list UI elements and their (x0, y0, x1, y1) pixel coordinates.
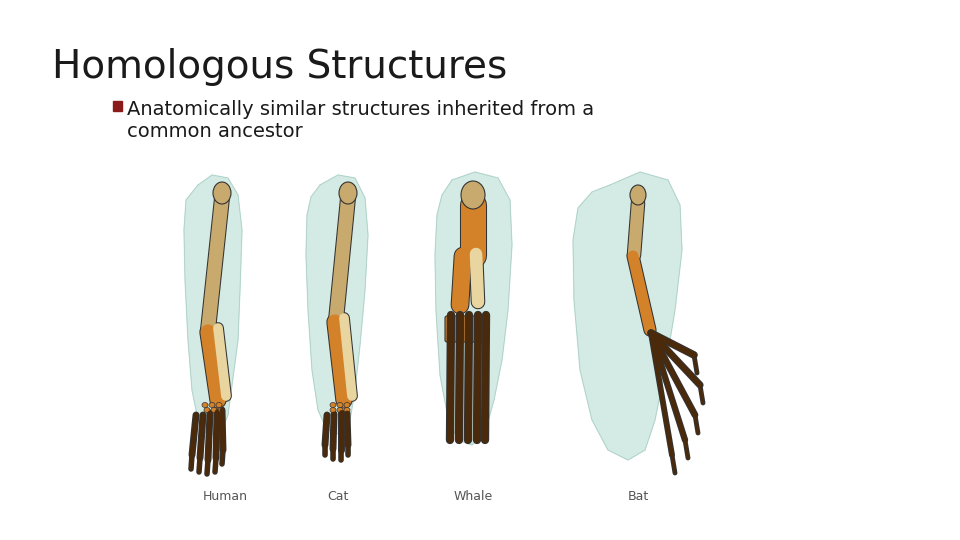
Polygon shape (306, 175, 368, 434)
FancyBboxPatch shape (445, 316, 487, 342)
Ellipse shape (630, 185, 646, 205)
Ellipse shape (339, 182, 357, 204)
Text: Cat: Cat (327, 490, 348, 503)
Text: Bat: Bat (628, 490, 649, 503)
Ellipse shape (202, 402, 208, 408)
Text: Homologous Structures: Homologous Structures (52, 48, 507, 86)
Ellipse shape (344, 402, 350, 408)
Ellipse shape (330, 408, 336, 413)
Ellipse shape (211, 408, 217, 413)
Polygon shape (184, 175, 242, 435)
Ellipse shape (330, 402, 336, 408)
Ellipse shape (204, 408, 210, 413)
Ellipse shape (337, 402, 343, 408)
Polygon shape (435, 172, 512, 445)
Ellipse shape (213, 182, 231, 204)
Bar (113, 101, 122, 111)
Text: common ancestor: common ancestor (127, 122, 302, 141)
Ellipse shape (209, 402, 215, 408)
Text: Anatomically similar structures inherited from a: Anatomically similar structures inherite… (127, 100, 594, 119)
Text: Human: Human (203, 490, 248, 503)
Ellipse shape (337, 408, 343, 413)
Polygon shape (573, 172, 682, 460)
Ellipse shape (216, 402, 222, 408)
Ellipse shape (218, 408, 224, 413)
Text: Whale: Whale (453, 490, 492, 503)
Ellipse shape (344, 408, 350, 413)
Ellipse shape (461, 181, 485, 209)
